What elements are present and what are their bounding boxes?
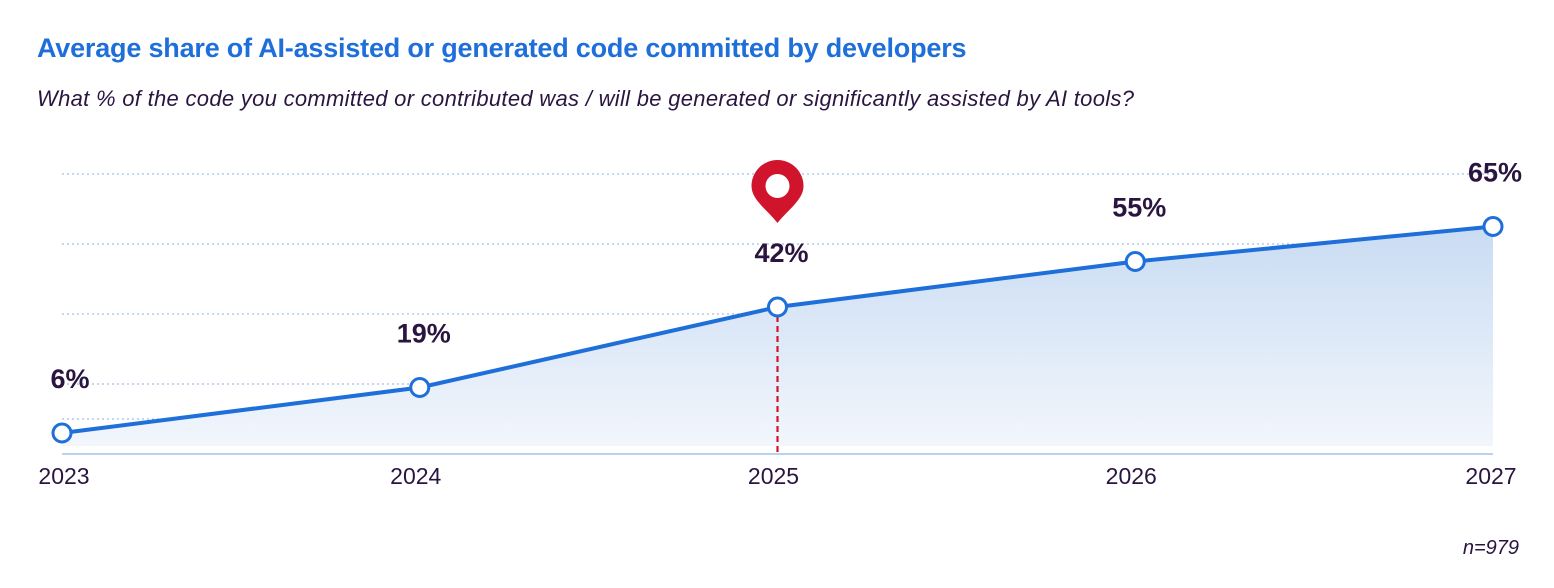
data-label-2023: 6% xyxy=(50,364,89,394)
location-pin-icon xyxy=(751,160,804,223)
chart-title: Average share of AI-assisted or generate… xyxy=(37,33,967,63)
x-tick-2024: 2024 xyxy=(390,463,441,489)
data-point-2023 xyxy=(51,422,73,444)
x-tick-2025: 2025 xyxy=(748,463,799,489)
data-point-2025 xyxy=(767,296,788,318)
data-labels: 6% 19% 42% 55% 65% xyxy=(50,158,1522,395)
data-label-2024: 19% xyxy=(397,319,451,349)
data-point-2026 xyxy=(1124,251,1146,272)
x-axis-ticks: 2023 2024 2025 2026 2027 xyxy=(38,463,1516,489)
pin-hole xyxy=(765,174,790,198)
x-tick-2023: 2023 xyxy=(38,463,89,489)
data-points xyxy=(51,216,1504,444)
data-point-2027 xyxy=(1482,216,1504,237)
sample-size-note: n=979 xyxy=(1462,537,1519,559)
data-label-2026: 55% xyxy=(1112,193,1166,223)
data-point-2024 xyxy=(409,377,431,398)
data-label-2027: 65% xyxy=(1468,158,1522,188)
x-tick-2026: 2026 xyxy=(1106,463,1157,489)
chart-subtitle: What % of the code you committed or cont… xyxy=(37,86,1135,111)
x-tick-2027: 2027 xyxy=(1465,463,1516,489)
data-label-2025: 42% xyxy=(754,238,808,268)
